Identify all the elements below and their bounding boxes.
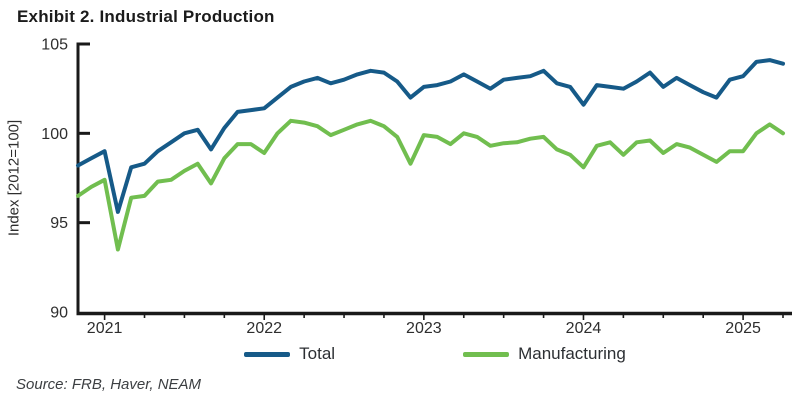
manufacturing-series-line [76,118,785,252]
industrial-production-chart: 90 95 100 105 2021 2022 2023 2024 2025 [41,37,792,337]
legend-item-total: Total [244,344,335,364]
manufacturing-line-swatch [463,351,510,357]
y-tick-label-105: 105 [41,37,68,54]
source-note: Source: FRB, Haver, NEAM [16,376,202,393]
x-tick-label-2023: 2023 [406,320,442,337]
total-line-swatch [244,351,291,357]
total-series-line [76,58,785,214]
y-tick-label-100: 100 [41,126,68,143]
x-tick-label-2021: 2021 [87,320,123,337]
chart-title: Exhibit 2. Industrial Production [17,7,275,26]
x-tick-label-2025: 2025 [725,320,761,337]
y-tick-label-90: 90 [50,305,68,322]
x-tick-label-2024: 2024 [566,320,602,337]
chart-legend: Total Manufacturing [78,344,792,364]
legend-label-manufacturing: Manufacturing [518,344,626,363]
x-tick-label-2022: 2022 [246,320,282,337]
legend-label-total: Total [299,344,336,363]
legend-item-manufacturing: Manufacturing [463,344,626,364]
y-tick-label-95: 95 [50,215,68,232]
